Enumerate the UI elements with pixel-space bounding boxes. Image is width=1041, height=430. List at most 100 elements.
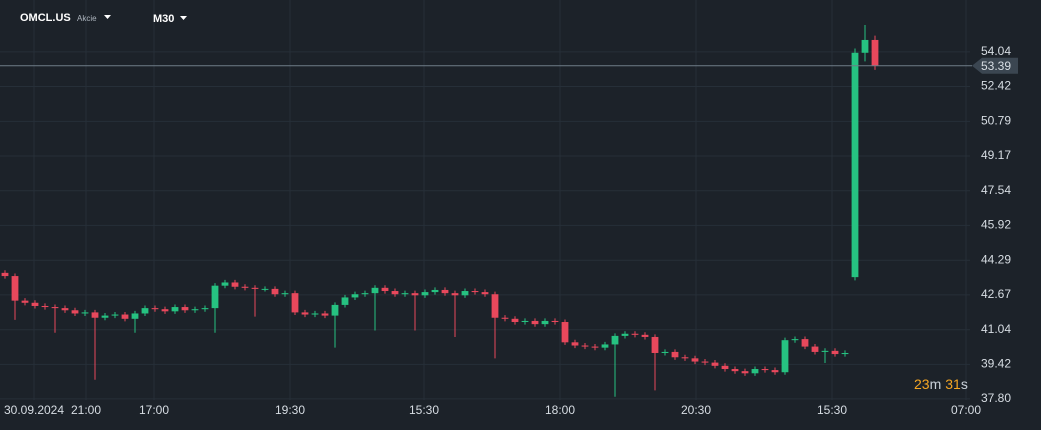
candle-body [321, 313, 329, 316]
x-tick-label: 07:00 [951, 403, 981, 417]
candle-body [621, 333, 629, 336]
candle-body [121, 314, 129, 319]
y-tick-label: 44.29 [981, 252, 1011, 266]
candle-body [761, 369, 769, 371]
candle-body [161, 309, 169, 312]
candle-body [791, 339, 799, 341]
candle-body [111, 314, 119, 316]
candle-body [821, 350, 829, 352]
candle-body [601, 344, 609, 348]
candle-body [301, 312, 309, 315]
candle-body [231, 282, 239, 287]
candle-body [741, 371, 749, 374]
candle-body [631, 333, 639, 335]
candle-body [291, 293, 299, 313]
candle-body [521, 320, 529, 323]
candle-body [801, 339, 809, 347]
candle-body [691, 358, 699, 362]
candle-body [191, 309, 199, 311]
candle-body [421, 292, 429, 296]
candle-body [171, 307, 179, 312]
candle-body [641, 334, 649, 337]
countdown-part: s [961, 376, 968, 392]
candle-body [531, 320, 539, 325]
candle-body [471, 291, 479, 293]
last-price-tag [972, 57, 1018, 74]
candle-body [411, 293, 419, 296]
candle-body [431, 289, 439, 293]
candle-body [131, 313, 139, 319]
candle-body [501, 317, 509, 319]
candle-body [711, 362, 719, 366]
x-tick-label: 15:30 [409, 403, 439, 417]
timeframe-dropdown[interactable] [180, 16, 187, 20]
candle-body [851, 52, 859, 278]
candle-body [371, 287, 379, 294]
countdown-part: 23 [914, 376, 930, 392]
candle-body [101, 315, 109, 318]
candle-body [781, 340, 789, 373]
candle-body [561, 322, 569, 343]
y-tick-label: 54.04 [981, 44, 1011, 58]
candle-body [91, 312, 99, 318]
symbol-dropdown[interactable] [104, 15, 111, 19]
y-tick-label: 37.80 [981, 391, 1011, 405]
candle-body [71, 310, 79, 314]
candle-body [401, 293, 409, 295]
candle-body [871, 39, 879, 66]
candle-body [361, 293, 369, 295]
candle-body [831, 350, 839, 355]
candle-body [271, 288, 279, 295]
candle-body [61, 308, 69, 311]
symbol[interactable]: OMCL.US [20, 12, 71, 24]
candle-body [251, 287, 259, 289]
y-tick-label: 49.17 [981, 148, 1011, 162]
x-tick-label: 20:30 [681, 403, 711, 417]
candle-body [341, 297, 349, 305]
candle-body [591, 346, 599, 348]
countdown-part: 31 [945, 376, 961, 392]
y-tick-label: 39.42 [981, 356, 1011, 370]
candle-body [51, 307, 59, 309]
candle-body [381, 287, 389, 292]
candle-body [551, 320, 559, 323]
candle-body [461, 291, 469, 296]
candle-body [331, 304, 339, 316]
candle-body [671, 351, 679, 358]
y-tick-label: 41.04 [981, 322, 1011, 336]
candle-body [681, 357, 689, 359]
candle-body [841, 352, 849, 355]
candle-body [651, 336, 659, 353]
candle-body [11, 276, 19, 301]
candle-body [211, 285, 219, 309]
candle-body [201, 308, 209, 310]
candle-body [491, 294, 499, 318]
countdown-part: m [930, 376, 942, 392]
x-tick-label: 15:30 [817, 403, 847, 417]
candle-body [441, 289, 449, 294]
candle-body [221, 282, 229, 286]
timeframe[interactable]: M30 [153, 13, 174, 25]
candle-body [1, 272, 9, 277]
countdown: 23m 31s [914, 376, 968, 392]
candle-body [731, 369, 739, 372]
candle-body [581, 345, 589, 347]
candle-body [511, 318, 519, 323]
candle-body [31, 302, 39, 306]
candle-body [721, 365, 729, 370]
candle-body [541, 320, 549, 325]
instrument-type: Akcie [77, 14, 97, 23]
candle-body [661, 351, 669, 353]
y-tick-label: 45.92 [981, 218, 1011, 232]
candle-body [141, 308, 149, 314]
candle-body [351, 294, 359, 298]
y-tick-label: 52.42 [981, 79, 1011, 93]
last-price-label: 53.39 [981, 59, 1011, 73]
candle-body [311, 313, 319, 315]
x-tick-label: 18:00 [545, 403, 575, 417]
candle-body [41, 305, 49, 308]
candle-body [21, 300, 29, 303]
candle-body [181, 307, 189, 311]
